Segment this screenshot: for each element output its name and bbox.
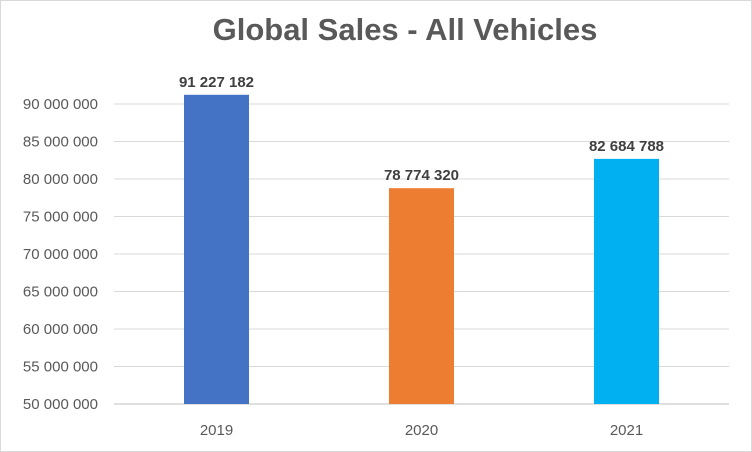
bars bbox=[184, 94, 659, 404]
data-label-2019: 91 227 182 bbox=[179, 74, 254, 91]
y-tick-label: 75 000 000 bbox=[23, 209, 98, 226]
x-tick-label-2020: 2020 bbox=[405, 422, 438, 439]
y-tick-label: 85 000 000 bbox=[23, 134, 98, 151]
y-tick-label: 90 000 000 bbox=[23, 96, 98, 113]
y-tick-label: 55 000 000 bbox=[23, 359, 98, 376]
x-axis-tick-labels: 2019 2020 2021 bbox=[200, 422, 643, 439]
data-label-2021: 82 684 788 bbox=[589, 138, 664, 155]
x-tick-label-2019: 2019 bbox=[200, 422, 233, 439]
y-axis-tick-labels: 50 000 000 55 000 000 60 000 000 65 000 000… bbox=[23, 96, 98, 413]
y-tick-label: 80 000 000 bbox=[23, 171, 98, 188]
y-tick-label: 70 000 000 bbox=[23, 246, 98, 263]
data-label-2020: 78 774 320 bbox=[384, 167, 459, 184]
bar-2021 bbox=[594, 158, 659, 404]
data-labels: 91 227 182 78 774 320 82 684 788 bbox=[179, 74, 664, 184]
y-tick-label: 65 000 000 bbox=[23, 284, 98, 301]
bar-2019 bbox=[184, 94, 249, 404]
y-tick-label: 50 000 000 bbox=[23, 396, 98, 413]
chart-title: Global Sales - All Vehicles bbox=[213, 12, 598, 47]
y-tick-label: 60 000 000 bbox=[23, 321, 98, 338]
bar-2020 bbox=[389, 188, 454, 404]
x-tick-label-2021: 2021 bbox=[610, 422, 643, 439]
